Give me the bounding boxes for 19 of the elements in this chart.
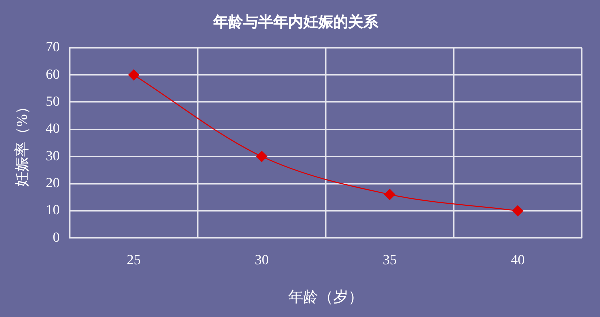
x-tick-label: 30	[255, 253, 269, 268]
x-tick-label: 40	[511, 253, 525, 268]
y-tick-label: 20	[46, 176, 60, 192]
y-tick-label: 30	[46, 149, 60, 164]
y-tick-label: 10	[46, 204, 60, 219]
y-tick-label: 40	[46, 122, 60, 138]
chart-title: 年龄与半年内妊娠的关系	[212, 14, 380, 31]
point	[256, 151, 268, 162]
x-tick-label: 35	[383, 253, 397, 268]
y-tick-label: 70	[46, 40, 60, 56]
point	[128, 70, 140, 81]
point	[384, 189, 396, 200]
y-axis-title: 妊娠率（%）	[14, 99, 31, 187]
point	[512, 206, 524, 217]
y-tick-label: 60	[46, 68, 60, 83]
y-tick-label: 50	[46, 95, 60, 110]
x-tick-label: 25	[127, 253, 141, 268]
y-tick-label: 0	[53, 230, 60, 246]
x-axis-title: 年龄（岁）	[288, 288, 364, 306]
